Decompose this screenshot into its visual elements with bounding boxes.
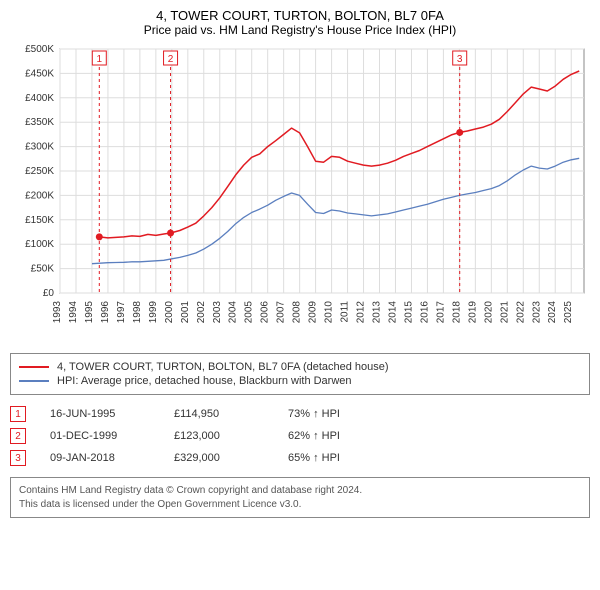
legend-swatch (19, 366, 49, 368)
svg-text:2004: 2004 (228, 301, 239, 324)
svg-text:£50K: £50K (31, 264, 55, 275)
svg-text:2018: 2018 (451, 301, 462, 324)
svg-text:2025: 2025 (563, 301, 574, 324)
svg-text:£100K: £100K (25, 239, 54, 250)
svg-text:1998: 1998 (132, 301, 143, 324)
sales-table: 1 16-JUN-1995 £114,950 73% ↑ HPI 2 01-DEC-199… (10, 403, 590, 469)
sale-date: 01-DEC-1999 (50, 430, 150, 442)
svg-text:2024: 2024 (547, 301, 558, 324)
svg-text:2008: 2008 (292, 301, 303, 324)
svg-text:1: 1 (97, 54, 103, 65)
svg-text:1999: 1999 (148, 301, 159, 324)
svg-text:2015: 2015 (403, 301, 414, 324)
svg-text:2017: 2017 (435, 301, 446, 324)
svg-text:1996: 1996 (100, 301, 111, 324)
attribution-footer: Contains HM Land Registry data © Crown c… (10, 477, 590, 518)
svg-text:2000: 2000 (164, 301, 175, 324)
footer-line-1: Contains HM Land Registry data © Crown c… (19, 484, 581, 498)
sale-row: 2 01-DEC-1999 £123,000 62% ↑ HPI (10, 425, 590, 447)
svg-text:3: 3 (457, 54, 463, 65)
svg-text:1993: 1993 (52, 301, 63, 324)
sale-price: £114,950 (174, 408, 264, 420)
price-chart: £0 £50K £100K £150K £200K £250K £300K £350K £400… (10, 43, 590, 343)
chart-subtitle: Price paid vs. HM Land Registry's House … (10, 23, 590, 37)
svg-text:2023: 2023 (531, 301, 542, 324)
svg-text:2: 2 (168, 54, 174, 65)
svg-text:1995: 1995 (84, 301, 95, 324)
svg-text:2011: 2011 (340, 301, 351, 323)
sale-date: 09-JAN-2018 (50, 452, 150, 464)
svg-text:2014: 2014 (387, 301, 398, 324)
footer-line-2: This data is licensed under the Open Gov… (19, 498, 581, 512)
svg-text:2016: 2016 (419, 301, 430, 324)
svg-text:2003: 2003 (212, 301, 223, 324)
svg-text:2002: 2002 (196, 301, 207, 324)
legend-swatch (19, 380, 49, 382)
svg-text:2010: 2010 (324, 301, 335, 324)
svg-text:2006: 2006 (260, 301, 271, 324)
legend-row: HPI: Average price, detached house, Blac… (19, 374, 581, 388)
svg-text:2005: 2005 (244, 301, 255, 324)
legend-label: HPI: Average price, detached house, Blac… (57, 375, 352, 387)
sale-row: 1 16-JUN-1995 £114,950 73% ↑ HPI (10, 403, 590, 425)
legend: 4, TOWER COURT, TURTON, BOLTON, BL7 0FA … (10, 353, 590, 395)
svg-text:2022: 2022 (515, 301, 526, 324)
svg-text:£250K: £250K (25, 166, 54, 177)
sale-hpi: 62% ↑ HPI (288, 430, 340, 442)
chart-title: 4, TOWER COURT, TURTON, BOLTON, BL7 0FA (10, 8, 590, 23)
svg-text:£300K: £300K (25, 142, 54, 153)
svg-text:2009: 2009 (308, 301, 319, 324)
sale-marker: 1 (10, 406, 26, 422)
svg-text:2001: 2001 (180, 301, 191, 324)
sale-date: 16-JUN-1995 (50, 408, 150, 420)
sale-row: 3 09-JAN-2018 £329,000 65% ↑ HPI (10, 447, 590, 469)
svg-text:2012: 2012 (356, 301, 367, 324)
svg-text:2013: 2013 (372, 301, 383, 324)
svg-text:£500K: £500K (25, 44, 54, 55)
sale-price: £329,000 (174, 452, 264, 464)
svg-text:£350K: £350K (25, 117, 54, 128)
svg-text:£200K: £200K (25, 190, 54, 201)
svg-text:£400K: £400K (25, 93, 54, 104)
svg-text:£450K: £450K (25, 68, 54, 79)
svg-text:2021: 2021 (499, 301, 510, 324)
sale-marker: 2 (10, 428, 26, 444)
sale-hpi: 73% ↑ HPI (288, 408, 340, 420)
svg-text:£150K: £150K (25, 215, 54, 226)
legend-label: 4, TOWER COURT, TURTON, BOLTON, BL7 0FA … (57, 361, 389, 373)
svg-text:£0: £0 (43, 288, 55, 299)
svg-text:1994: 1994 (68, 301, 79, 324)
svg-text:2020: 2020 (483, 301, 494, 324)
svg-text:2007: 2007 (276, 301, 287, 324)
svg-text:1997: 1997 (116, 301, 127, 324)
sale-marker: 3 (10, 450, 26, 466)
sale-price: £123,000 (174, 430, 264, 442)
legend-row: 4, TOWER COURT, TURTON, BOLTON, BL7 0FA … (19, 360, 581, 374)
sale-hpi: 65% ↑ HPI (288, 452, 340, 464)
svg-text:2019: 2019 (467, 301, 478, 324)
